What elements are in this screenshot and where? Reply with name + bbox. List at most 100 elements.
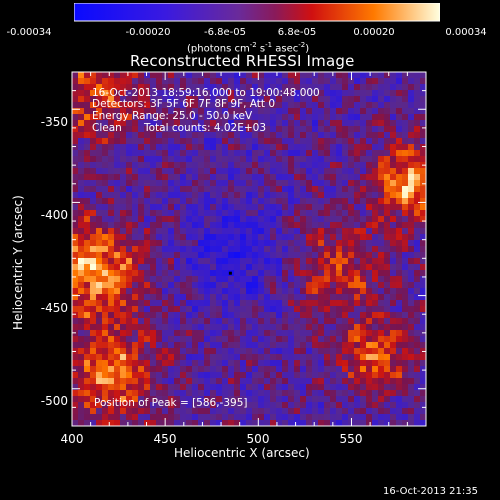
heatmap-cell (384, 96, 391, 103)
heatmap-cell (390, 282, 397, 289)
heatmap-cell (246, 252, 253, 259)
heatmap-cell (102, 168, 109, 175)
heatmap-cell (390, 276, 397, 283)
heatmap-cell (366, 360, 373, 367)
heatmap-cell (330, 336, 337, 343)
heatmap-cell (366, 162, 373, 169)
heatmap-cell (318, 234, 325, 241)
heatmap-cell (276, 96, 283, 103)
heatmap-cell (108, 390, 115, 397)
heatmap-cell (120, 228, 127, 235)
heatmap-cell (96, 288, 103, 295)
heatmap-cell (228, 168, 235, 175)
heatmap-cell (114, 138, 121, 145)
heatmap-cell (186, 306, 193, 313)
heatmap-cell (366, 210, 373, 217)
heatmap-cell (114, 126, 121, 133)
heatmap-cell (348, 354, 355, 361)
heatmap-cell (312, 84, 319, 91)
heatmap-cell (360, 210, 367, 217)
heatmap-cell (276, 132, 283, 139)
heatmap-cell (120, 192, 127, 199)
heatmap-cell (240, 276, 247, 283)
heatmap-cell (288, 210, 295, 217)
heatmap-cell (294, 72, 301, 79)
heatmap-cell (102, 294, 109, 301)
heatmap-cell (318, 222, 325, 229)
heatmap-cell (324, 396, 331, 403)
chart-title: Reconstructed RHESSI Image (130, 52, 355, 70)
colorbar-tick-label: -6.8e-05 (204, 27, 246, 38)
heatmap-cell (222, 234, 229, 241)
heatmap-cell (156, 114, 163, 121)
heatmap-cell (378, 162, 385, 169)
heatmap-cell (318, 390, 325, 397)
heatmap-cell (300, 324, 307, 331)
y-tick-label: -350 (40, 115, 68, 129)
heatmap-cell (348, 294, 355, 301)
heatmap-cell (318, 162, 325, 169)
heatmap-cell (378, 114, 385, 121)
heatmap-cell (138, 264, 145, 271)
heatmap-cell (162, 402, 169, 409)
heatmap-cell (138, 420, 145, 427)
heatmap-cell (108, 318, 115, 325)
heatmap-cell (198, 126, 205, 133)
heatmap-cell (402, 348, 409, 355)
heatmap-cell (198, 192, 205, 199)
heatmap-cell (360, 390, 367, 397)
heatmap-cell (276, 168, 283, 175)
heatmap-cell (324, 270, 331, 277)
heatmap-cell (312, 372, 319, 379)
heatmap-cell (210, 126, 217, 133)
heatmap-cell (72, 150, 79, 157)
heatmap-cell (102, 300, 109, 307)
heatmap-cell (276, 108, 283, 115)
heatmap-cell (234, 300, 241, 307)
heatmap-cell (414, 372, 421, 379)
heatmap-cell (246, 192, 253, 199)
heatmap-cell (102, 354, 109, 361)
heatmap-cell (72, 324, 79, 331)
heatmap-cell (336, 360, 343, 367)
heatmap-cell (192, 414, 199, 421)
heatmap-cell (312, 90, 319, 97)
heatmap-cell (384, 408, 391, 415)
heatmap-cell (234, 120, 241, 127)
heatmap-cell (150, 114, 157, 121)
heatmap-cell (228, 342, 235, 349)
heatmap-cell (210, 294, 217, 301)
heatmap-cell (282, 390, 289, 397)
heatmap-cell (204, 336, 211, 343)
heatmap-cell (222, 216, 229, 223)
heatmap-cell (324, 252, 331, 259)
heatmap-cell (126, 246, 133, 253)
heatmap-cell (408, 414, 415, 421)
heatmap-cell (408, 384, 415, 391)
heatmap-cell (216, 192, 223, 199)
heatmap-cell (264, 246, 271, 253)
heatmap-cell (150, 414, 157, 421)
heatmap-cell (282, 150, 289, 157)
heatmap-cell (276, 414, 283, 421)
heatmap-cell (156, 264, 163, 271)
heatmap-cell (282, 186, 289, 193)
heatmap-cell (234, 138, 241, 145)
heatmap-cell (318, 108, 325, 115)
heatmap-cell (288, 126, 295, 133)
heatmap-cell (300, 84, 307, 91)
heatmap-cell (150, 252, 157, 259)
heatmap-cell (330, 318, 337, 325)
heatmap-cell (222, 144, 229, 151)
heatmap-cell (114, 240, 121, 247)
heatmap-cell (258, 132, 265, 139)
heatmap-cell (252, 384, 259, 391)
heatmap-cell (168, 402, 175, 409)
heatmap-cell (126, 186, 133, 193)
heatmap-cell (342, 84, 349, 91)
heatmap-cell (300, 114, 307, 121)
heatmap-cell (366, 294, 373, 301)
heatmap-cell (264, 168, 271, 175)
heatmap-cell (78, 270, 85, 277)
heatmap-cell (156, 330, 163, 337)
